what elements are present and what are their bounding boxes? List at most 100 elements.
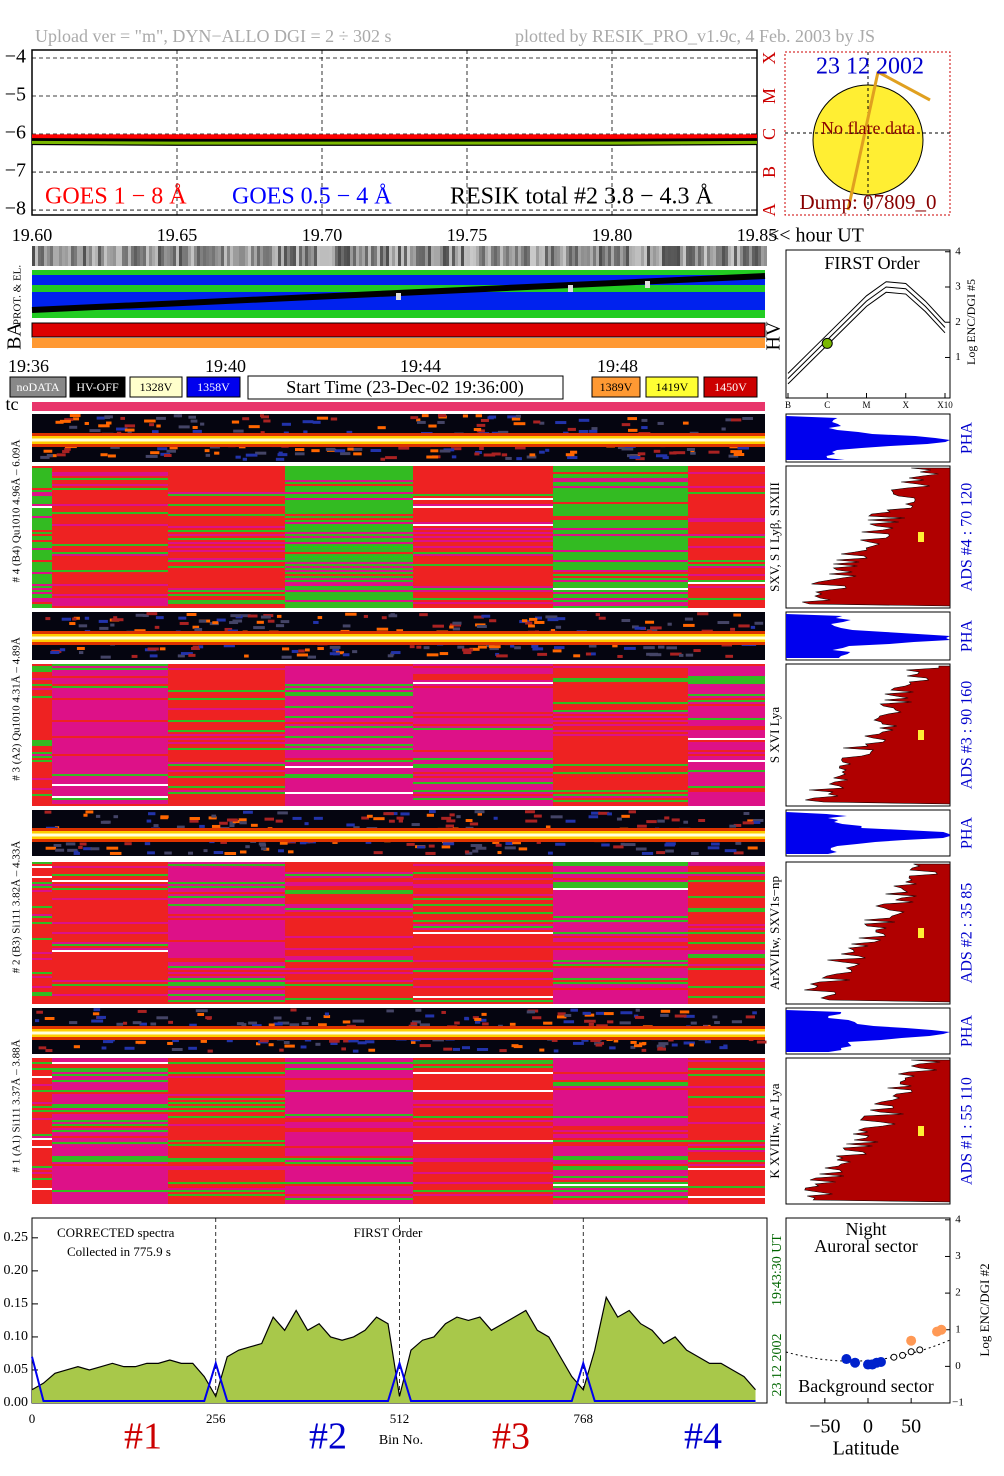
scatter-point (906, 1335, 917, 1346)
spectrogram-row (32, 1084, 52, 1086)
spectrogram-row (52, 782, 168, 784)
spectrogram-row (32, 1128, 52, 1130)
noise (281, 422, 291, 426)
spectrogram-row (285, 470, 413, 472)
spectrogram-row (32, 1080, 52, 1082)
spectrogram-row (413, 790, 553, 792)
el-strip (245, 246, 248, 266)
spectrogram-row (285, 1000, 413, 1002)
el-strip (296, 246, 299, 266)
noise (582, 1011, 591, 1015)
spectrogram-row (413, 1100, 553, 1102)
spectrogram-row (168, 1188, 285, 1190)
el-strip (167, 246, 170, 266)
el-strip (752, 246, 755, 266)
spectrogram-row (553, 540, 688, 542)
noise (156, 416, 166, 420)
spectrogram-row (168, 1062, 285, 1064)
noise (96, 1015, 106, 1019)
el-strip (497, 246, 500, 266)
spectrogram-row (285, 596, 413, 598)
spectrogram-row (285, 1192, 413, 1194)
noise (151, 430, 159, 434)
spectrogram-row (413, 720, 553, 722)
spectrogram-row (168, 916, 285, 918)
spectrogram-row (32, 664, 52, 666)
el-strip (491, 246, 494, 266)
spectrogram-row (553, 484, 688, 486)
spectrogram-row (688, 866, 765, 868)
spectrogram-row (285, 522, 413, 524)
spectrogram-row (52, 954, 168, 956)
spectrogram-row (52, 898, 168, 900)
spectrogram-row (168, 1162, 285, 1164)
noise (192, 425, 198, 429)
spectrogram-row (413, 584, 553, 586)
spectrogram-row (413, 710, 553, 712)
noise (388, 819, 395, 823)
spectrogram-row (32, 484, 52, 486)
el-strip (530, 246, 533, 266)
y-tick-label: 0.20 (4, 1263, 29, 1278)
spectrogram-row (52, 792, 168, 794)
spectrogram-row (688, 950, 765, 952)
spectrogram-row (553, 1172, 688, 1174)
el-strip (257, 246, 260, 266)
spectrogram-row (413, 480, 553, 482)
spectrogram-row (52, 1058, 168, 1060)
spectrogram-row (553, 1164, 688, 1166)
spectrogram-row (52, 912, 168, 914)
spectrogram-row (52, 560, 168, 562)
spectrogram-row (285, 1154, 413, 1156)
spectrogram-row (553, 1092, 688, 1094)
spectrogram-row (553, 478, 688, 480)
spectrogram-row (688, 1136, 765, 1138)
el-strip (383, 246, 386, 266)
spectrogram-row (688, 592, 765, 594)
spectrogram-row (168, 766, 285, 768)
noise (684, 617, 693, 621)
spectrogram-row (413, 1104, 553, 1106)
spectrogram-row (285, 1184, 413, 1186)
spectrogram-row (285, 722, 413, 724)
noise (598, 616, 606, 620)
spectrogram-row (52, 732, 168, 734)
noise (385, 456, 397, 460)
spectrogram-row (688, 1110, 765, 1112)
spectrogram-row (688, 1174, 765, 1176)
noise (658, 1042, 669, 1046)
noise (278, 451, 283, 455)
spectrogram-row (168, 798, 285, 800)
hv-curve (787, 281, 946, 374)
scatter-point (916, 1346, 924, 1354)
spectrogram-row (168, 480, 285, 482)
spectrogram-row (553, 676, 688, 678)
noise (596, 1024, 608, 1028)
spectrogram-row (553, 890, 688, 892)
noise (621, 814, 630, 818)
spectrogram-row (413, 968, 553, 970)
noise (318, 1023, 327, 1027)
spectrogram-row (413, 778, 553, 780)
y-tick-label: −6 (5, 122, 26, 144)
spectrogram-row (285, 862, 413, 864)
spectrogram-row (413, 582, 553, 584)
spectrogram-row (285, 584, 413, 586)
spectrogram-row (32, 764, 52, 766)
noise (342, 624, 351, 628)
spectrogram-row (553, 968, 688, 970)
spectrogram-row (413, 888, 553, 890)
spectrogram-row (688, 932, 765, 934)
spectrogram-row (168, 804, 285, 806)
spectrogram-row (285, 684, 413, 686)
noise (317, 616, 323, 620)
spectrogram-row (688, 760, 765, 762)
spectrogram-row (553, 870, 688, 872)
spectrogram-row (168, 722, 285, 724)
spectrogram-row (553, 714, 688, 716)
spectrogram-row (32, 548, 52, 550)
spectrogram-row (688, 578, 765, 580)
spectrogram-row (553, 748, 688, 750)
spectrogram-row (52, 906, 168, 908)
spectrogram-row (413, 756, 553, 758)
